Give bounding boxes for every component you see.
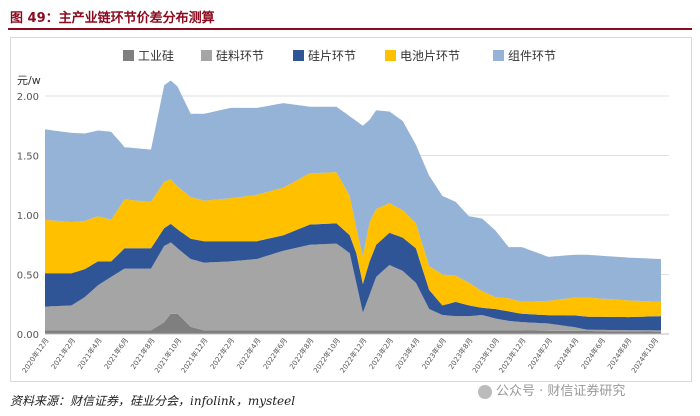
- figure-title: 图 49：主产业链环节价差分布测算: [10, 11, 215, 26]
- y-axis-label: 元/w: [17, 74, 41, 87]
- x-tick-label: 2024年4月: [552, 336, 580, 371]
- x-tick-label: 2022年2月: [208, 336, 236, 371]
- x-tick-label: 2023年6月: [420, 336, 448, 371]
- area-polysilicon: [45, 242, 661, 332]
- x-tick-label: 2023年2月: [367, 336, 395, 371]
- x-tick-label: 2021年4月: [75, 336, 103, 371]
- legend-label-module: 组件环节: [508, 49, 556, 63]
- legend-label-wafer: 硅片环节: [308, 49, 356, 63]
- legend: 工业硅 硅料环节 硅片环节 电池片环节 组件环节: [123, 49, 556, 63]
- legend-label-cell: 电池片环节: [400, 49, 460, 63]
- source-note: 资料来源：财信证券，硅业分会，infolink，mysteel: [10, 394, 296, 408]
- area-wafer: [45, 223, 661, 331]
- y-tick-label: 0.50: [17, 271, 39, 282]
- x-tick-label: 2024年8月: [605, 336, 633, 371]
- x-tick-label: 2023年4月: [393, 336, 421, 371]
- stacked-area-chart: 0.00 0.50 1.00 1.50 2.00 元/w 2020年12月 2021年2月…: [17, 49, 669, 375]
- legend-label-polysilicon: 硅料环节: [216, 49, 264, 63]
- x-tick-label: 2022年4月: [234, 336, 262, 371]
- title-bar: 图 49：主产业链环节价差分布测算: [8, 6, 692, 30]
- area-module: [45, 80, 661, 302]
- x-tick-label: 2024年2月: [526, 336, 554, 371]
- y-tick-label: 1.50: [17, 152, 39, 163]
- legend-swatch-industrial_si: [123, 50, 134, 61]
- x-tick-label: 2023年8月: [446, 336, 474, 371]
- y-tick-label: 2.00: [17, 92, 39, 103]
- chart-frame: 0.00 0.50 1.00 1.50 2.00 元/w 2020年12月 2021年2月…: [10, 37, 692, 382]
- legend-swatch-polysilicon: [201, 50, 212, 61]
- y-tick-label: 0.00: [17, 330, 39, 341]
- watermark: 公众号 · 财信证券研究: [478, 380, 625, 399]
- x-tick-label: 2021年6月: [102, 336, 130, 371]
- area-layer: [45, 80, 661, 334]
- x-tick-label: 2023年12月: [497, 336, 528, 375]
- legend-swatch-cell: [385, 50, 396, 61]
- area-industrial_si: [45, 313, 661, 334]
- x-tick-label: 2020年12月: [20, 336, 51, 375]
- wechat-icon: [478, 384, 492, 399]
- x-tick-label: 2021年8月: [128, 336, 156, 371]
- x-tick-label: 2022年6月: [261, 336, 289, 371]
- x-tick-label: 2022年12月: [338, 336, 369, 375]
- x-tick-label: 2023年10月: [470, 336, 501, 375]
- legend-swatch-wafer: [293, 50, 304, 61]
- legend-label-industrial_si: 工业硅: [138, 49, 174, 63]
- y-tick-label: 1.00: [17, 211, 39, 222]
- x-tick-label: 2021年12月: [179, 336, 210, 375]
- x-tick-label: 2024年6月: [579, 336, 607, 371]
- x-tick-label: 2022年10月: [311, 336, 342, 375]
- x-tick-label: 2021年2月: [49, 336, 77, 371]
- x-tick-label: 2021年10月: [152, 336, 183, 375]
- legend-swatch-module: [493, 50, 504, 61]
- x-tick-label: 2024年10月: [629, 336, 660, 375]
- area-cell: [45, 172, 661, 318]
- x-tick-label: 2022年8月: [287, 336, 315, 371]
- watermark-text: 公众号 · 财信证券研究: [496, 384, 626, 399]
